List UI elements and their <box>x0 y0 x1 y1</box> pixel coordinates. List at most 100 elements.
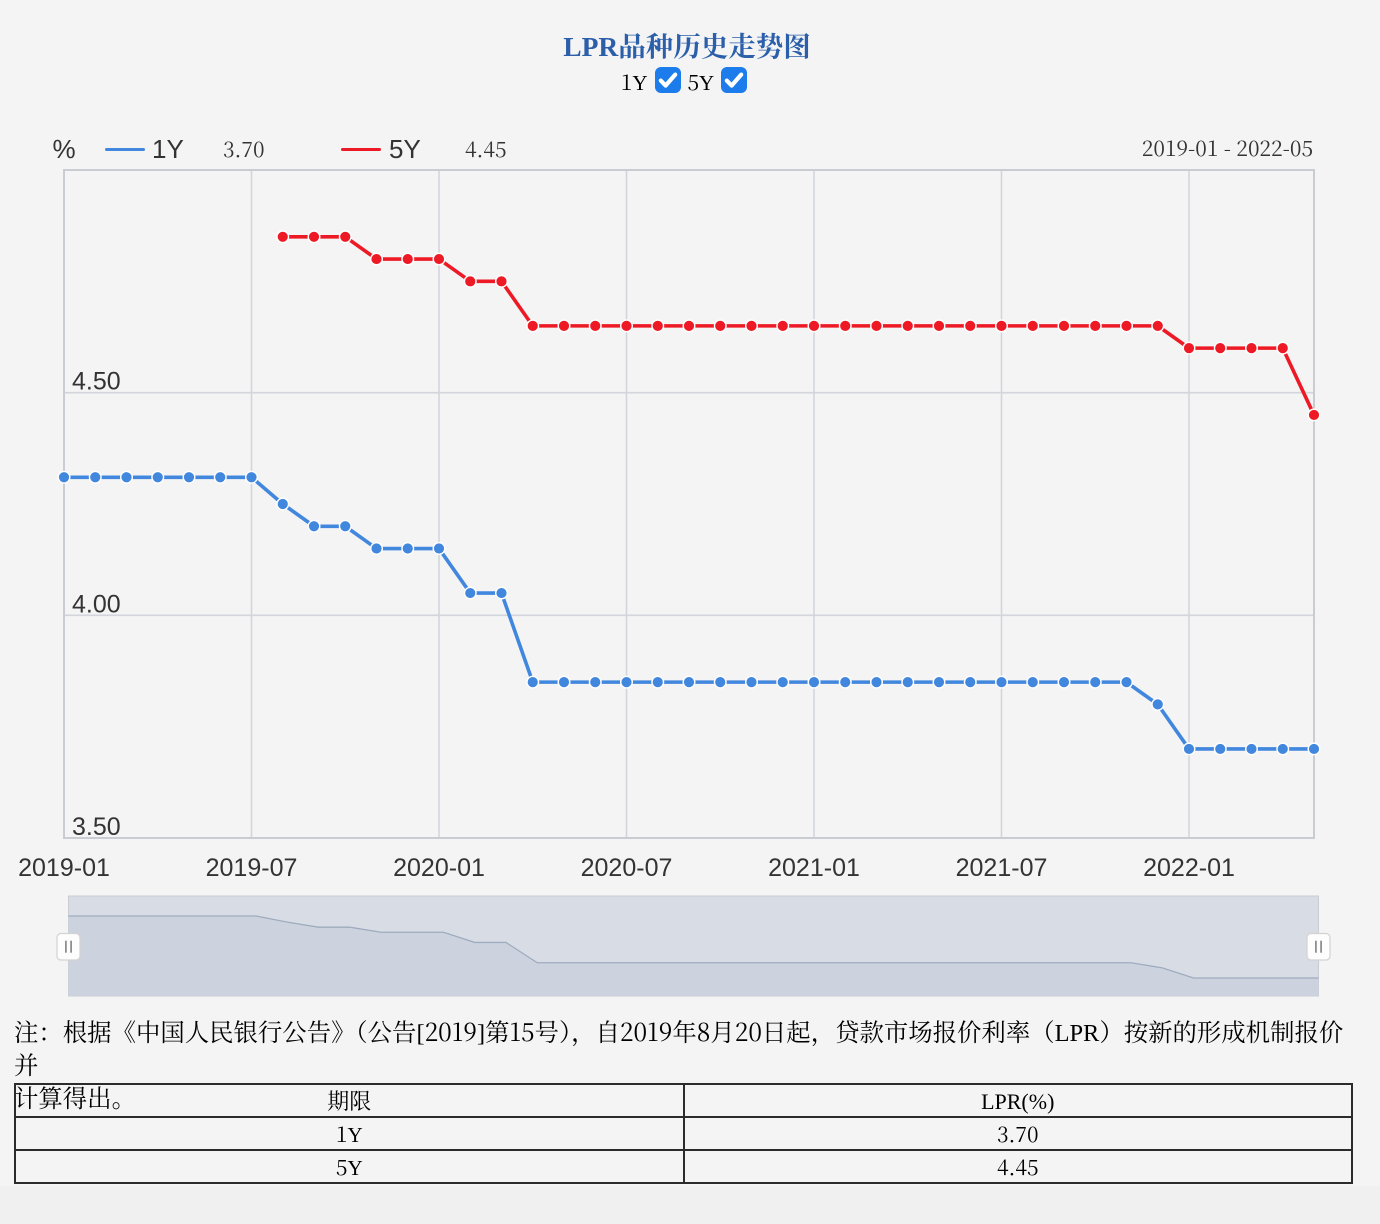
navigator-handle-left[interactable] <box>56 932 81 961</box>
toggle-checkbox-5y[interactable] <box>721 67 748 93</box>
data-point-5y <box>651 319 665 333</box>
data-point-5y <box>370 252 384 266</box>
data-point-1y <box>1057 675 1071 689</box>
data-point-1y <box>1244 742 1258 756</box>
data-point-1y <box>119 470 133 484</box>
data-point-5y <box>776 319 790 333</box>
data-point-1y <box>213 470 227 484</box>
legend-swatch-1y <box>105 147 145 151</box>
data-point-5y <box>1088 319 1102 333</box>
data-point-1y <box>651 675 665 689</box>
data-point-5y <box>745 319 759 333</box>
data-point-5y <box>432 252 446 266</box>
navigator-handle-right[interactable] <box>1306 932 1331 961</box>
lpr-trend-chart: 3.50 4.00 4.50 2019-01 2019-07 2020-01 2020-07… <box>18 169 1331 997</box>
table-header-row: 期限 LPR(%) <box>14 1083 1353 1118</box>
data-point-1y <box>588 675 602 689</box>
data-point-5y <box>713 319 727 333</box>
data-point-5y <box>1276 341 1290 355</box>
series-line-5y <box>280 235 1316 417</box>
data-point-1y <box>401 542 415 556</box>
data-point-1y <box>338 519 352 533</box>
data-point-5y <box>526 319 540 333</box>
data-point-5y <box>682 319 696 333</box>
data-point-1y <box>963 675 977 689</box>
data-point-5y <box>463 274 477 288</box>
lpr-rate-table: 期限 LPR(%) 1Y 3.70 5Y 4.45 <box>14 1083 1353 1184</box>
data-point-1y <box>1276 742 1290 756</box>
data-point-1y <box>1119 675 1133 689</box>
data-point-1y <box>932 675 946 689</box>
data-point-5y <box>995 319 1009 333</box>
y-axis-label: 4.50 <box>72 368 121 396</box>
data-point-1y <box>495 586 509 600</box>
data-point-1y <box>151 470 165 484</box>
data-point-1y <box>182 470 196 484</box>
data-point-5y <box>276 230 290 244</box>
y-axis-unit-label: % <box>52 134 76 164</box>
data-point-1y <box>463 586 477 600</box>
table-cell: 1Y <box>14 1116 685 1151</box>
data-point-1y <box>1182 742 1196 756</box>
data-point-1y <box>682 675 696 689</box>
series-toggle-row: 1Y 5Y <box>0 66 1374 97</box>
page-title: LPR品种历史走势图 <box>563 23 811 64</box>
data-point-1y <box>1026 675 1040 689</box>
data-point-1y <box>370 542 384 556</box>
table-cell: 3.70 <box>682 1116 1353 1151</box>
data-point-5y <box>901 319 915 333</box>
y-axis-label: 4.00 <box>72 590 121 618</box>
data-point-5y <box>1119 319 1133 333</box>
data-point-5y <box>1057 319 1071 333</box>
navigator-data-area <box>68 916 1319 996</box>
data-point-1y <box>526 675 540 689</box>
data-point-5y <box>401 252 415 266</box>
table-cell: 5Y <box>14 1149 685 1184</box>
data-point-5y <box>620 319 634 333</box>
legend-value-1y: 3.70 <box>223 134 265 164</box>
data-point-5y <box>963 319 977 333</box>
data-point-1y <box>557 675 571 689</box>
data-point-1y <box>1088 675 1102 689</box>
x-axis-label: 2022-01 <box>1143 854 1235 882</box>
x-axis-label: 2020-01 <box>393 854 485 882</box>
data-point-1y <box>432 542 446 556</box>
toggle-checkbox-1y[interactable] <box>654 67 681 93</box>
legend-item-1y[interactable]: 1Y 3.70 <box>0 134 340 164</box>
check-icon <box>658 72 677 88</box>
legend-name-5y: 5Y <box>389 134 421 164</box>
table-cell: 4.45 <box>682 1149 1353 1184</box>
data-point-5y <box>1307 408 1321 422</box>
y-axis-label: 3.50 <box>72 813 121 841</box>
data-point-5y <box>1213 341 1227 355</box>
data-point-1y <box>1307 742 1321 756</box>
data-point-5y <box>307 230 321 244</box>
data-point-1y <box>776 675 790 689</box>
data-point-1y <box>88 470 102 484</box>
table-row: 1Y 3.70 <box>14 1116 1353 1151</box>
x-axis-label: 2021-07 <box>956 854 1048 882</box>
data-point-1y <box>1213 742 1227 756</box>
data-point-1y <box>57 470 71 484</box>
data-point-5y <box>557 319 571 333</box>
data-point-5y <box>588 319 602 333</box>
data-point-5y <box>495 274 509 288</box>
plot-border <box>63 169 1315 839</box>
data-point-1y <box>745 675 759 689</box>
x-axis-label: 2019-01 <box>18 854 110 882</box>
data-point-1y <box>995 675 1009 689</box>
x-axis-label: 2021-01 <box>768 854 860 882</box>
date-range-label: 2019-01 - 2022-05 <box>1141 133 1313 163</box>
data-point-5y <box>338 230 352 244</box>
data-point-1y <box>838 675 852 689</box>
data-point-1y <box>713 675 727 689</box>
data-point-1y <box>870 675 884 689</box>
toggle-label-5y: 5Y <box>687 67 715 97</box>
data-point-1y <box>807 675 821 689</box>
bottom-strip <box>0 1186 1380 1224</box>
data-point-1y <box>901 675 915 689</box>
data-point-5y <box>1151 319 1165 333</box>
legend-item-5y[interactable]: 5Y 4.45 <box>0 134 600 164</box>
data-point-1y <box>244 470 258 484</box>
data-point-5y <box>870 319 884 333</box>
